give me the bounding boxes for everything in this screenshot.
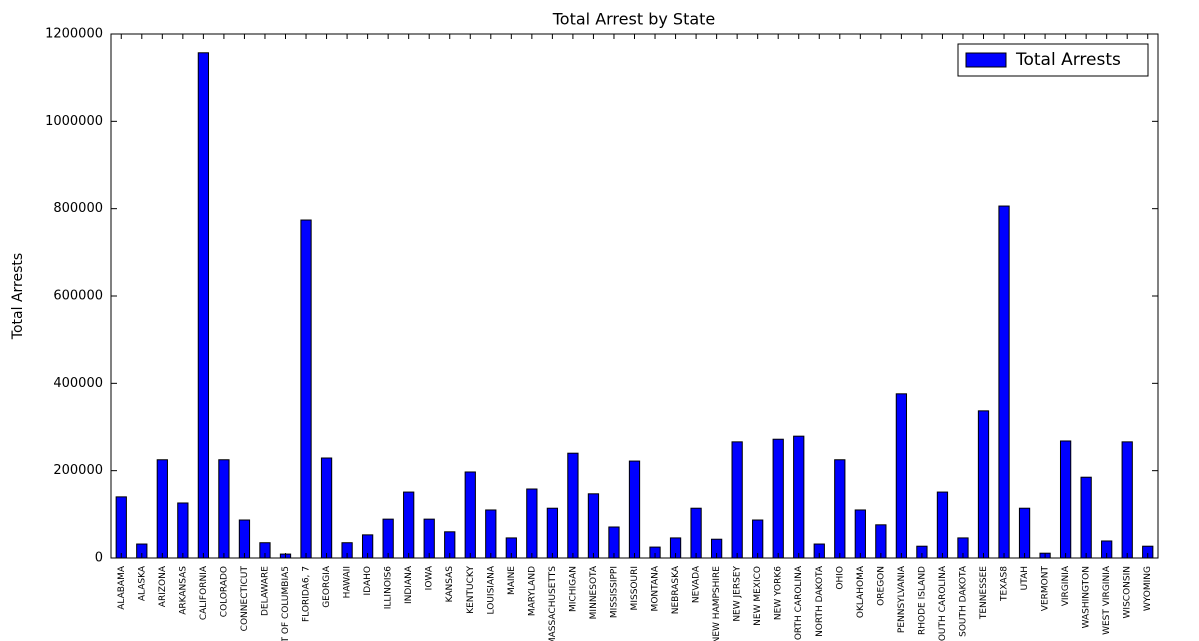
y-tick-label: 1200000: [45, 27, 103, 42]
x-tick-label: ILLINOIS6: [384, 566, 394, 610]
bar: [793, 435, 805, 559]
bar: [854, 509, 866, 559]
bar: [834, 459, 846, 559]
x-tick-label: CALIFORNIA: [199, 565, 209, 620]
x-tick-label: NEW MEXICO: [753, 566, 763, 626]
x-tick-label: RHODE ISLAND: [917, 566, 927, 635]
x-tick-label: WYOMING: [1143, 566, 1153, 611]
bar: [1018, 507, 1031, 559]
bar: [772, 438, 784, 559]
x-tick-label: SOUTH CAROLINA: [938, 565, 948, 641]
bar: [423, 518, 435, 559]
x-tick-label: NEVADA: [692, 565, 702, 603]
x-tick-label: TENNESSEE: [979, 566, 989, 620]
x-tick-label: NEW HAMPSHIRE: [712, 566, 722, 641]
bar: [156, 459, 168, 559]
x-tick-label: VERMONT: [1041, 566, 1051, 612]
x-tick-label: WEST VIRGINIA: [1102, 565, 1112, 635]
x-tick-label: GEORGIA: [322, 565, 332, 608]
x-tick-label: NORTH DAKOTA: [815, 565, 825, 637]
bar: [690, 507, 702, 559]
x-tick-label: ALASKA: [137, 565, 147, 601]
bar: [197, 52, 210, 559]
x-tick-label: MARYLAND: [527, 566, 537, 616]
bar: [998, 205, 1010, 559]
x-tick-label: IOWA: [425, 565, 435, 590]
x-tick-label: NEW YORK6: [774, 566, 784, 620]
bar: [628, 460, 641, 559]
bar: [567, 452, 579, 559]
x-tick-label: OREGON: [876, 566, 886, 606]
x-tick-label: MISSISSIPPI: [609, 566, 619, 618]
x-tick-label: COLORADO: [219, 566, 229, 617]
x-tick-label: IDAHO: [363, 566, 373, 595]
legend-label: Total Arrests: [1015, 50, 1121, 70]
x-tick-label: UTAH: [1020, 566, 1030, 590]
bar: [218, 459, 230, 559]
legend-swatch: [965, 52, 1007, 68]
x-tick-label: NEBRASKA: [671, 565, 681, 614]
bar: [382, 518, 394, 559]
plot-frame: [110, 33, 1159, 559]
bar: [731, 441, 743, 559]
x-tick-label: DISTRICT OF COLUMBIA5: [281, 566, 291, 641]
bar: [1080, 476, 1092, 559]
y-axis-label: Total Arrests: [10, 253, 26, 340]
bar: [1059, 440, 1072, 559]
bar: [320, 457, 333, 559]
bar: [895, 393, 908, 559]
bar: [752, 519, 764, 559]
y-tick-label: 1000000: [45, 114, 103, 129]
x-tick-label: MONTANA: [651, 565, 661, 611]
x-tick-label: KANSAS: [445, 566, 455, 603]
x-tick-label: ARKANSAS: [178, 566, 188, 615]
bar: [464, 471, 476, 559]
x-tick-label: PENNSYLVANIA: [897, 565, 907, 633]
x-tick-label: TEXAS8: [1000, 566, 1010, 602]
x-tick-label: FLORIDA6, 7: [302, 566, 312, 622]
y-tick-label: 800000: [53, 201, 103, 216]
bar: [546, 507, 559, 559]
x-tick-label: ALABAMA: [117, 565, 127, 610]
bar: [1121, 441, 1133, 559]
x-tick-label: MISSOURI: [630, 566, 640, 610]
bar: [587, 493, 600, 559]
y-tick-label: 400000: [53, 376, 103, 391]
x-tick-label: SOUTH DAKOTA: [958, 565, 968, 637]
x-tick-label: CONNECTICUT: [240, 566, 250, 632]
x-tick-label: MINNESOTA: [589, 565, 599, 619]
x-tick-label: NORTH CAROLINA: [794, 565, 804, 641]
x-tick-label: MAINE: [507, 566, 517, 595]
x-tick-label: DELAWARE: [260, 566, 270, 616]
x-tick-label: OKLAHOMA: [856, 565, 866, 618]
x-tick-label: ARIZONA: [158, 565, 168, 607]
x-tick-label: HAWAII: [343, 566, 353, 598]
bar: [403, 491, 415, 559]
x-tick-label: WISCONSIN: [1123, 566, 1133, 618]
bar: [300, 219, 312, 559]
bar: [526, 488, 538, 559]
x-tick-label: VIRGINIA: [1061, 565, 1071, 606]
y-tick-label: 0: [95, 551, 103, 566]
bar: [977, 410, 990, 559]
y-tick-label: 600000: [53, 289, 103, 304]
bar: [115, 496, 127, 559]
x-tick-label: WASHINGTON: [1082, 566, 1092, 628]
x-tick-label: INDIANA: [404, 565, 414, 604]
bar: [485, 509, 497, 559]
bar: [936, 491, 949, 559]
y-tick-label: 200000: [53, 463, 103, 478]
bar: [238, 519, 251, 559]
x-tick-label: NEW JERSEY: [733, 565, 743, 621]
x-tick-label: LOUISIANA: [486, 565, 496, 614]
bar: [177, 502, 189, 559]
x-tick-label: MICHIGAN: [568, 566, 578, 612]
chart-title: Total Arrest by State: [552, 10, 716, 29]
x-tick-label: OHIO: [835, 566, 845, 590]
x-tick-label: KENTUCKY: [466, 566, 476, 614]
x-tick-label: MASSACHUSETTS: [548, 566, 558, 641]
